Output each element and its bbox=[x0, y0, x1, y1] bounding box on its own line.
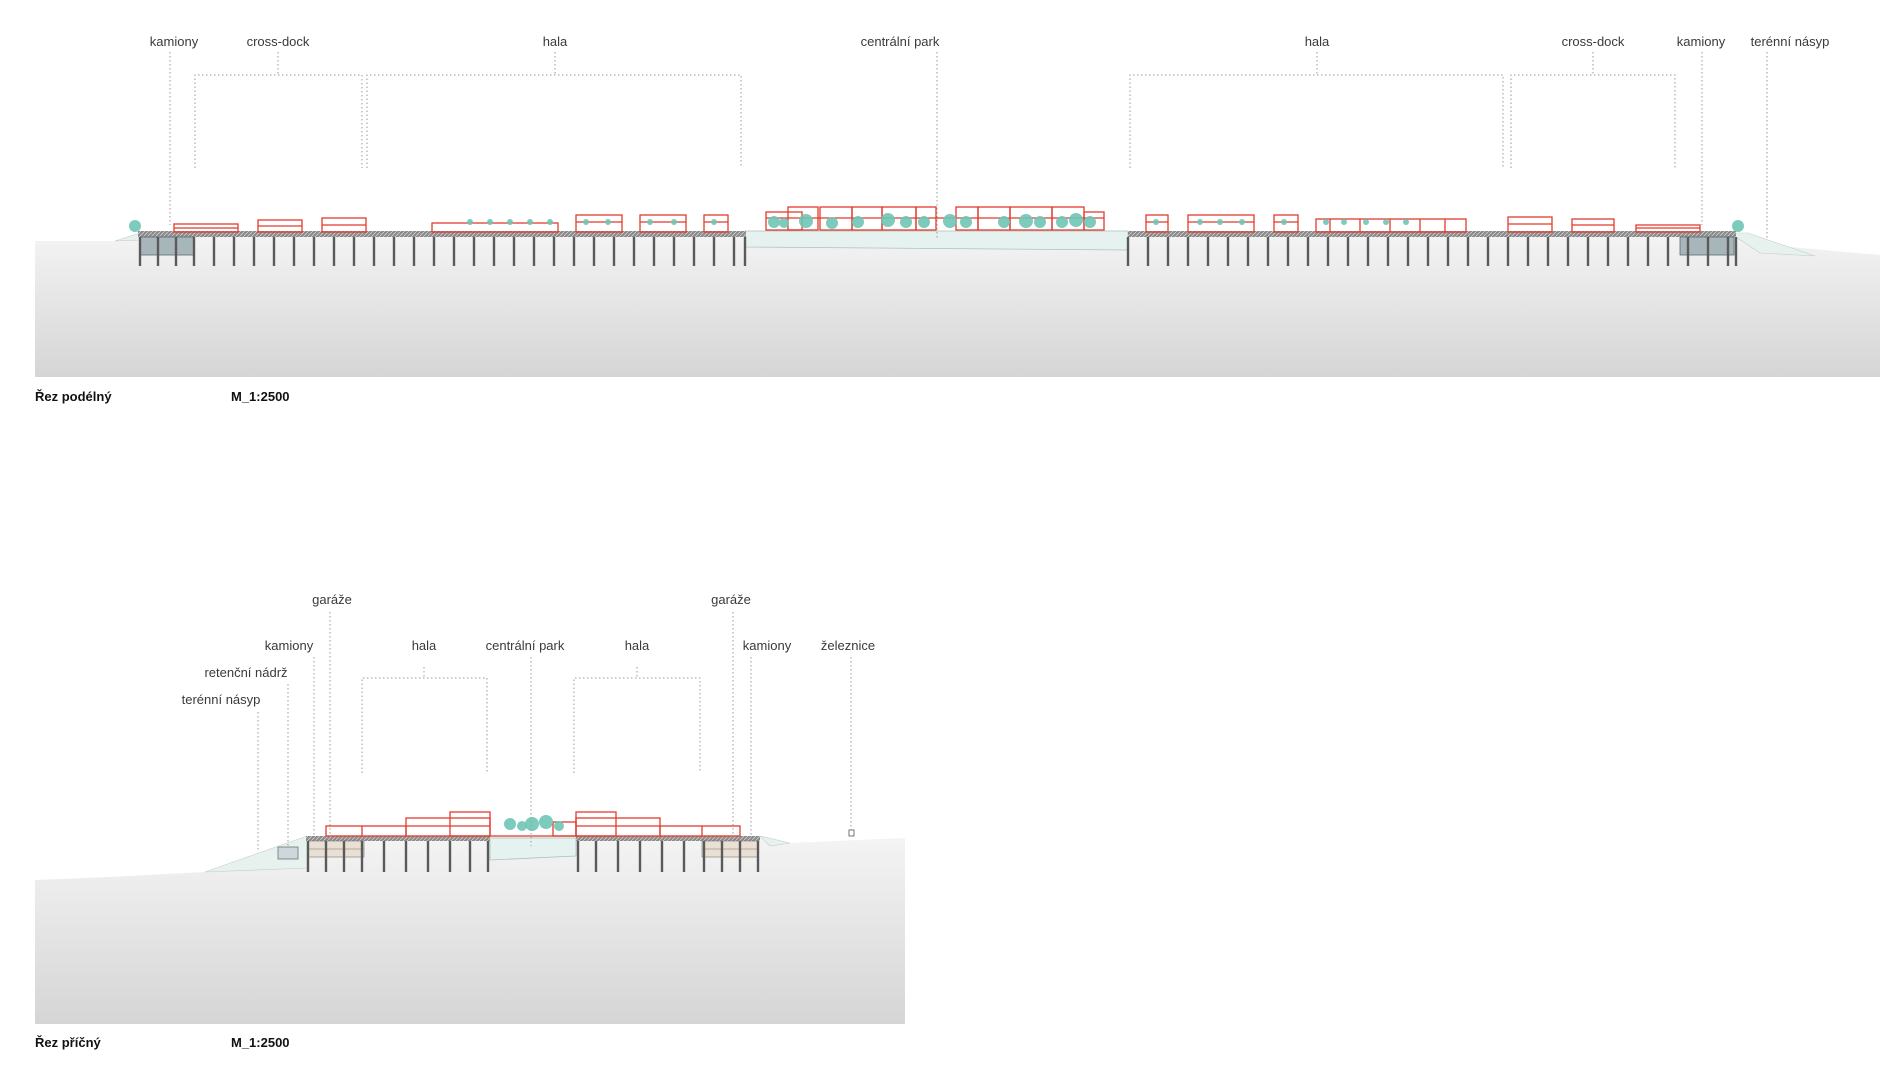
scale-longitudinal: M_1:2500 bbox=[231, 389, 290, 404]
trees-right bbox=[1153, 219, 1744, 232]
caption-longitudinal: Řez podélný bbox=[35, 389, 112, 404]
label-retencni-nadrz: retenční nádrž bbox=[204, 665, 287, 680]
label-central-park-t: centrální park bbox=[486, 638, 565, 653]
label-crossdock-right: cross-dock bbox=[1562, 34, 1625, 49]
buildings-park bbox=[765, 206, 1105, 231]
label-kamiony-right: kamiony bbox=[1677, 34, 1726, 49]
deck-right bbox=[1128, 231, 1736, 237]
trees-left bbox=[129, 219, 717, 232]
railway-marker bbox=[848, 829, 855, 837]
central-park-transverse bbox=[489, 837, 577, 861]
label-crossdock-left: cross-dock bbox=[247, 34, 310, 49]
label-hala-right: hala bbox=[1305, 34, 1330, 49]
label-zeleznice: železnice bbox=[821, 638, 875, 653]
leaders-longitudinal bbox=[169, 52, 1768, 240]
label-hala-right-t: hala bbox=[625, 638, 650, 653]
pillars-right bbox=[1126, 237, 1738, 266]
truck-basin-left bbox=[139, 236, 195, 256]
label-kamiony-left: kamiony bbox=[150, 34, 199, 49]
deck-transverse-left bbox=[306, 836, 490, 841]
buildings-transverse bbox=[325, 811, 741, 837]
label-kamiony-right-t: kamiony bbox=[743, 638, 792, 653]
deck-left bbox=[138, 231, 746, 237]
pillars-transverse bbox=[306, 841, 760, 872]
trees-transverse bbox=[504, 815, 564, 831]
trees-park bbox=[768, 213, 1096, 229]
pillars-left bbox=[138, 237, 747, 266]
retention-tank bbox=[277, 846, 299, 860]
deck-transverse-right bbox=[576, 836, 760, 841]
central-park-longitudinal bbox=[744, 230, 1129, 251]
transverse-section: garáže kamiony retenční nádrž terénní ná… bbox=[35, 592, 905, 1050]
label-hala-left: hala bbox=[543, 34, 568, 49]
ground-transverse bbox=[35, 836, 905, 1024]
scale-transverse: M_1:2500 bbox=[231, 1035, 290, 1050]
label-garaze-left: garáže bbox=[312, 592, 352, 607]
label-garaze-right: garáže bbox=[711, 592, 751, 607]
caption-transverse: Řez příčný bbox=[35, 1035, 102, 1050]
ground-longitudinal bbox=[35, 233, 1880, 377]
label-terenni-nasyp-t: terénní násyp bbox=[182, 692, 261, 707]
label-central-park: centrální park bbox=[861, 34, 940, 49]
label-terenni-nasyp: terénní násyp bbox=[1751, 34, 1830, 49]
buildings-right bbox=[1145, 214, 1701, 233]
embankment-right bbox=[1729, 232, 1816, 257]
label-hala-left-t: hala bbox=[412, 638, 437, 653]
leaders-transverse bbox=[257, 612, 852, 850]
label-kamiony-left-t: kamiony bbox=[265, 638, 314, 653]
embankment-left bbox=[114, 232, 141, 242]
buildings-left bbox=[173, 214, 729, 233]
longitudinal-section: kamiony cross-dock hala centrální park h… bbox=[35, 34, 1880, 404]
embankment-transverse-right bbox=[759, 835, 791, 847]
